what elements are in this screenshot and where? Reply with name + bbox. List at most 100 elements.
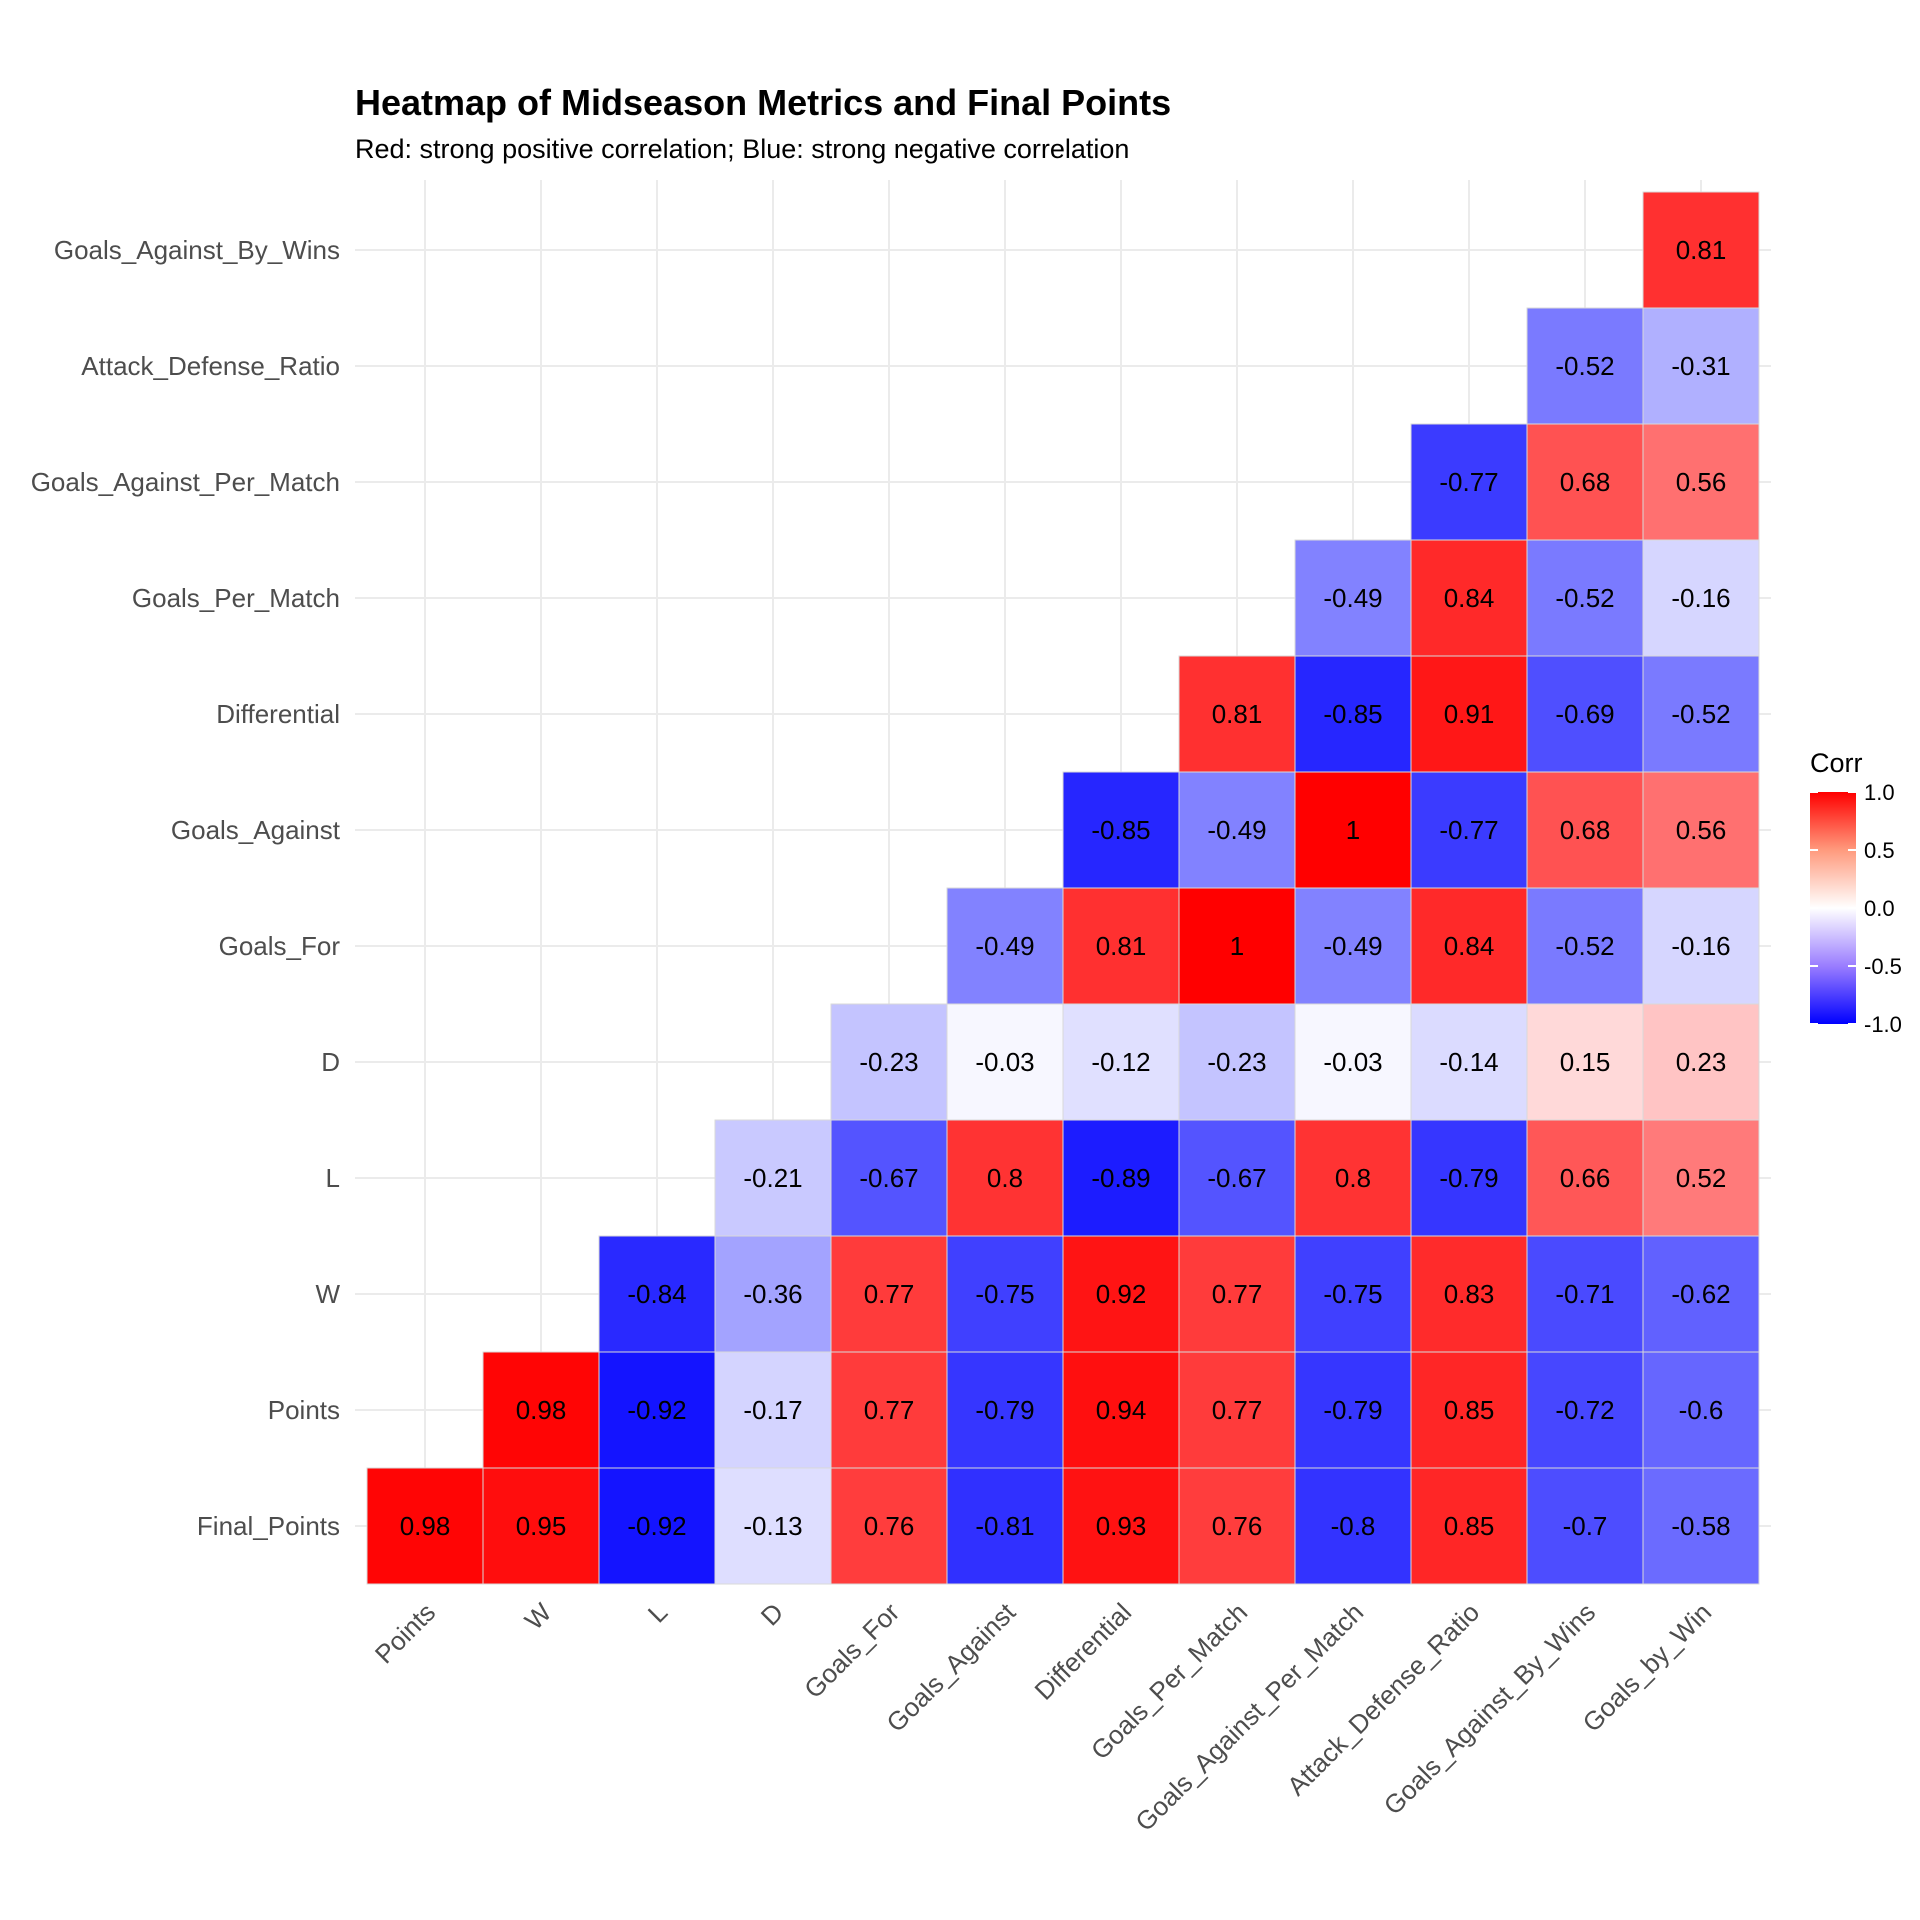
cell-value-label: 0.81 [1212,699,1263,729]
cell-value-label: -0.16 [1671,583,1730,613]
y-tick-label: L [326,1163,340,1193]
heatmap-cell [1294,887,1412,1005]
cell-value-label: -0.21 [743,1163,802,1193]
cell-value-label: -0.84 [627,1279,686,1309]
legend-tick-label: 1.0 [1864,780,1895,805]
cell-value-label: -0.85 [1091,815,1150,845]
x-tick-label: L [642,1597,673,1628]
cell-value-label: -0.79 [1439,1163,1498,1193]
heatmap-cell [1178,1003,1296,1121]
heatmap-cell [598,1235,716,1353]
heatmap-cell [1642,1119,1760,1237]
heatmap-cell [830,1119,948,1237]
x-tick-label: Goals_Against_By_Wins [1378,1597,1602,1821]
cell-value-label: -0.79 [1323,1395,1382,1425]
cell-value-label: 0.23 [1676,1047,1727,1077]
x-tick-label: W [519,1597,558,1636]
cell-value-label: -0.81 [975,1511,1034,1541]
cell-value-label: -0.71 [1555,1279,1614,1309]
cell-value-label: 0.68 [1560,815,1611,845]
cell-value-label: 0.81 [1096,931,1147,961]
y-tick-label: Goals_Per_Match [132,583,340,613]
heatmap-cell [946,1119,1064,1237]
cell-value-label: -0.52 [1671,699,1730,729]
cell-value-label: -0.85 [1323,699,1382,729]
cell-value-label: 0.68 [1560,467,1611,497]
heatmap-cell [1526,423,1644,541]
cell-value-label: -0.8 [1331,1511,1376,1541]
heatmap-cell [1642,423,1760,541]
heatmap-cells: 0.98 0.95 -0.92 -0.13 0.76 -0.81 0.93 0.76 -0.8 0… [366,191,1760,1585]
cell-value-label: 0.8 [987,1163,1023,1193]
heatmap-cell [482,1467,600,1585]
cell-value-label: -0.6 [1679,1395,1724,1425]
heatmap-cell [1526,655,1644,773]
cell-value-label: 0.52 [1676,1163,1727,1193]
heatmap-cell [830,1235,948,1353]
heatmap-cell [1642,887,1760,1005]
legend-title: Corr [1810,748,1863,778]
y-tick-label: Goals_Against [171,815,341,845]
heatmap-cell [1526,1351,1644,1469]
heatmap-cell [1526,887,1644,1005]
heatmap-cell [1062,887,1180,1005]
cell-value-label: 0.8 [1335,1163,1371,1193]
heatmap-cell [1642,771,1760,889]
cell-value-label: -0.12 [1091,1047,1150,1077]
legend: Corr 1.0 0.5 0.0 -0.5 -1.0 [1810,748,1902,1037]
cell-value-label: -0.03 [1323,1047,1382,1077]
y-tick-label: Goals_Against_By_Wins [54,235,340,265]
cell-value-label: -0.67 [859,1163,918,1193]
cell-value-label: 0.15 [1560,1047,1611,1077]
heatmap-cell [946,887,1064,1005]
heatmap-cell [1294,1119,1412,1237]
cell-value-label: -0.23 [1207,1047,1266,1077]
x-tick-label: D [755,1597,789,1631]
heatmap-cell [598,1351,716,1469]
cell-value-label: 0.77 [864,1395,915,1425]
heatmap-cell [1062,1351,1180,1469]
cell-value-label: -0.58 [1671,1511,1730,1541]
cell-value-label: 0.81 [1676,235,1727,265]
cell-value-label: -0.7 [1563,1511,1608,1541]
cell-value-label: 0.91 [1444,699,1495,729]
cell-value-label: -0.92 [627,1395,686,1425]
heatmap-cell [1410,1467,1528,1585]
cell-value-label: -0.79 [975,1395,1034,1425]
heatmap-cell [1062,1467,1180,1585]
y-axis-labels: Final_Points Points W L D Goals_For Goals_Agai… [31,235,341,1541]
y-tick-label: D [321,1047,340,1077]
cell-value-label: 0.77 [1212,1395,1263,1425]
heatmap-cell [1642,307,1760,425]
heatmap-cell [1526,539,1644,657]
cell-value-label: 1 [1230,931,1244,961]
chart-title: Heatmap of Midseason Metrics and Final P… [355,82,1171,123]
cell-value-label: -0.89 [1091,1163,1150,1193]
y-tick-label: Goals_Against_Per_Match [31,467,340,497]
heatmap-cell [1178,1351,1296,1469]
cell-value-label: -0.03 [975,1047,1034,1077]
heatmap-cell [714,1351,832,1469]
cell-value-label: -0.31 [1671,351,1730,381]
cell-value-label: 0.95 [516,1511,567,1541]
heatmap-cell [946,1235,1064,1353]
heatmap-cell [1526,1119,1644,1237]
cell-value-label: -0.75 [975,1279,1034,1309]
cell-value-label: 0.56 [1676,467,1727,497]
cell-value-label: 0.77 [864,1279,915,1309]
cell-value-label: 0.83 [1444,1279,1495,1309]
heatmap-cell [1526,1003,1644,1121]
heatmap-cell [946,1351,1064,1469]
cell-value-label: 0.85 [1444,1395,1495,1425]
cell-value-label: -0.52 [1555,931,1614,961]
heatmap-cell [1178,1467,1296,1585]
cell-value-label: -0.52 [1555,351,1614,381]
heatmap-cell [1642,1467,1760,1585]
heatmap-cell [1178,771,1296,889]
cell-value-label: 0.93 [1096,1511,1147,1541]
cell-value-label: -0.52 [1555,583,1614,613]
heatmap-cell [830,1003,948,1121]
heatmap-cell [1062,1235,1180,1353]
heatmap-cell [1178,1119,1296,1237]
cell-value-label: -0.67 [1207,1163,1266,1193]
